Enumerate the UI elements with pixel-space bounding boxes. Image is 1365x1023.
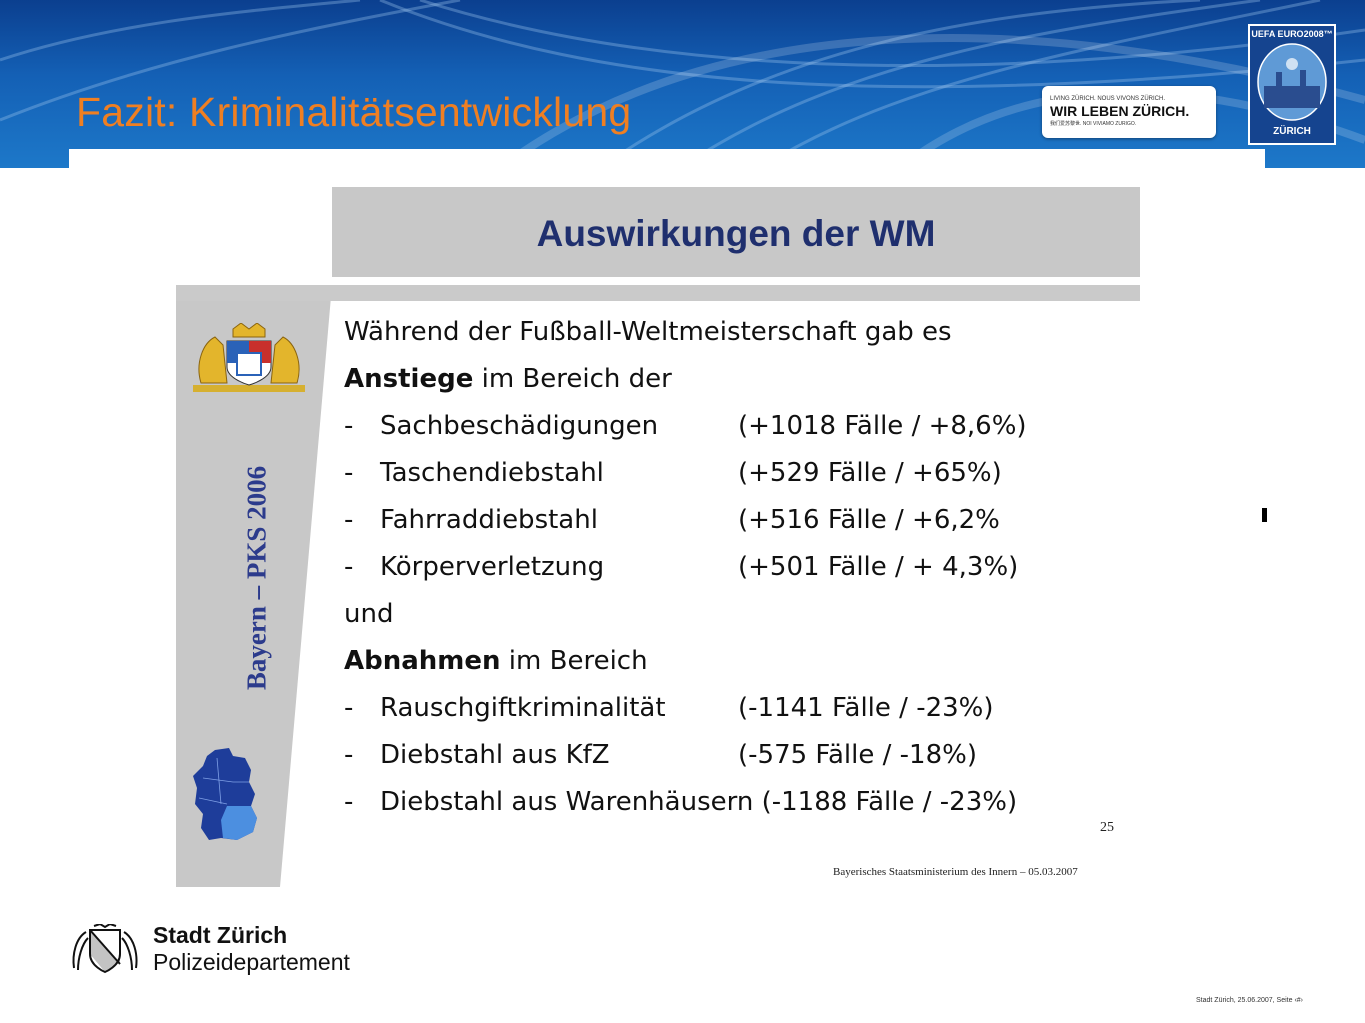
intro-text: Während der Fußball-Weltmeisterschaft ga… bbox=[344, 317, 952, 347]
list-item-label: Fahrraddiebstahl bbox=[380, 505, 598, 535]
list-item-value: (-575 Fälle / -18%) bbox=[738, 740, 977, 770]
wir-leben-zuerich-badge: LIVING ZÜRICH. NOUS VIVONS ZÜRICH. WIR L… bbox=[1042, 86, 1216, 138]
list-item-value: (+1018 Fälle / +8,6%) bbox=[738, 411, 1027, 441]
list-item: - Taschendiebstahl (+529 Fälle / +65%) bbox=[344, 453, 1134, 493]
list-item-label: Sachbeschädigungen bbox=[380, 411, 659, 441]
list-item-value: (+529 Fälle / +65%) bbox=[738, 458, 1002, 488]
list-dash: - bbox=[344, 740, 354, 770]
list-item: - Diebstahl aus Warenhäusern (-1188 Fäll… bbox=[344, 782, 1134, 822]
embedded-slide-top-strip bbox=[176, 285, 1140, 301]
bavaria-coat-of-arms-icon bbox=[193, 323, 305, 392]
list-item-label: Körperverletzung bbox=[380, 552, 605, 582]
euro-2008-logo: UEFA EURO2008™ ZÜRICH bbox=[1248, 24, 1336, 145]
connector-line: und bbox=[344, 594, 393, 634]
increase-heading-bold: Anstiege bbox=[344, 364, 474, 394]
list-dash: - bbox=[344, 505, 354, 535]
side-panel bbox=[176, 285, 332, 887]
euro-logo-top-text: UEFA EURO2008™ bbox=[1251, 29, 1333, 39]
header-banner bbox=[0, 0, 1365, 168]
page-title: Fazit: Kriminalitätsentwicklung bbox=[76, 89, 632, 135]
badge-small-line: LIVING ZÜRICH. NOUS VIVONS ZÜRICH. bbox=[1050, 96, 1166, 102]
badge-tiny-line: 我们爱苏黎世. NOI VIVIAMO ZURIGO. bbox=[1050, 121, 1137, 127]
euro-emblem-icon bbox=[1257, 43, 1327, 121]
list-item-value: (-1141 Fälle / -23%) bbox=[738, 693, 994, 723]
intro-line: Während der Fußball-Weltmeisterschaft ga… bbox=[344, 312, 952, 352]
germany-map-icon bbox=[193, 748, 257, 840]
list-item: - Diebstahl aus KfZ (-575 Fälle / -18%) bbox=[344, 735, 1134, 775]
stadt-zuerich-logo-icon bbox=[72, 924, 138, 974]
list-dash: - bbox=[344, 458, 354, 488]
list-item-label: Diebstahl aus KfZ bbox=[380, 740, 610, 770]
city-name: Stadt Zürich bbox=[153, 922, 288, 948]
connector-text: und bbox=[344, 599, 394, 629]
list-item-label: Taschendiebstahl bbox=[380, 458, 604, 488]
decrease-heading: Abnahmen im Bereich bbox=[344, 641, 648, 681]
list-item-value: (+501 Fälle / + 4,3%) bbox=[738, 552, 1019, 582]
embedded-slide-title: Auswirkungen der WM bbox=[536, 213, 936, 254]
list-item: - Sachbeschädigungen (+1018 Fälle / +8,6… bbox=[344, 406, 1134, 446]
list-dash: - bbox=[344, 411, 354, 441]
source-note: Bayerisches Staatsministerium des Innern… bbox=[833, 866, 1078, 878]
decrease-heading-rest: im Bereich bbox=[500, 646, 648, 676]
list-item-label: Diebstahl aus Warenhäusern (-1188 Fälle … bbox=[380, 787, 1018, 817]
wave-decoration bbox=[0, 0, 1365, 168]
embedded-page-number: 25 bbox=[1100, 820, 1114, 835]
increase-heading: Anstiege im Bereich der bbox=[344, 359, 672, 399]
content-top-edge bbox=[69, 149, 1265, 168]
department-name: Polizeidepartement bbox=[153, 949, 350, 975]
side-label-text: Bayern – PKS 2006 bbox=[241, 465, 272, 691]
embedded-slide-header: Auswirkungen der WM bbox=[332, 187, 1140, 277]
euro-logo-bottom-text: ZÜRICH bbox=[1273, 126, 1311, 137]
edge-mark bbox=[1262, 508, 1267, 522]
badge-main-line: WIR LEBEN ZÜRICH. bbox=[1050, 103, 1190, 119]
list-dash: - bbox=[344, 693, 354, 723]
list-item-label: Rauschgiftkriminalität bbox=[380, 693, 666, 723]
footer-note: Stadt Zürich, 25.06.2007, Seite ‹#› bbox=[1196, 997, 1304, 1004]
list-dash: - bbox=[344, 787, 354, 817]
list-item: - Fahrraddiebstahl (+516 Fälle / +6,2% bbox=[344, 500, 1134, 540]
list-item-value: (+516 Fälle / +6,2% bbox=[738, 505, 1000, 535]
list-item: - Körperverletzung (+501 Fälle / + 4,3%) bbox=[344, 547, 1134, 587]
decrease-heading-bold: Abnahmen bbox=[344, 646, 501, 676]
increase-heading-rest: im Bereich der bbox=[473, 364, 672, 394]
list-item: - Rauschgiftkriminalität (-1141 Fälle / … bbox=[344, 688, 1134, 728]
list-dash: - bbox=[344, 552, 354, 582]
